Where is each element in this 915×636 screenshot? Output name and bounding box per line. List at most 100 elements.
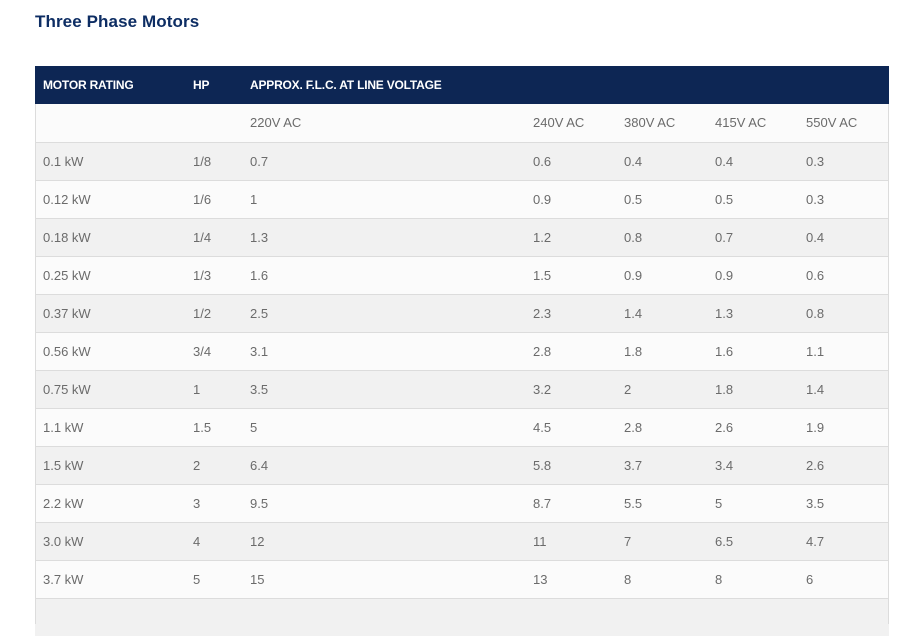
- motor-rating-cell: 3.7 kW: [35, 559, 185, 598]
- table-row: 1.5 kW 2 6.4 5.8 3.7 3.4 2.6: [35, 445, 890, 484]
- subheader-cell: [185, 104, 242, 142]
- motor-rating-cell: 0.25 kW: [35, 255, 185, 294]
- flc-240v-cell: [525, 597, 616, 636]
- flc-380v-cell: 2: [616, 369, 707, 408]
- flc-220v-cell: 1: [242, 179, 525, 218]
- table-row: 1.1 kW 1.5 5 4.5 2.8 2.6 1.9: [35, 407, 890, 446]
- table-right-border: [888, 104, 889, 624]
- flc-380v-cell: 0.4: [616, 141, 707, 180]
- flc-550v-cell: 0.6: [798, 255, 890, 294]
- flc-220v-cell: 15: [242, 559, 525, 598]
- subheader-240v: 240V AC: [533, 115, 585, 131]
- flc-380v-cell: 5.5: [616, 483, 707, 522]
- subheader-380v: 380V AC: [624, 115, 676, 131]
- flc-415v-cell: 0.5: [707, 179, 798, 218]
- flc-220v-cell: 12: [242, 521, 525, 560]
- flc-380v-cell: 0.8: [616, 217, 707, 256]
- flc-380v-cell: 0.5: [616, 179, 707, 218]
- hp-cell: 1/8: [185, 141, 242, 180]
- flc-550v-cell: 1.1: [798, 331, 890, 370]
- hp-cell: 1/6: [185, 179, 242, 218]
- flc-220v-cell: 1.6: [242, 255, 525, 294]
- flc-380v-cell: 7: [616, 521, 707, 560]
- flc-240v-cell: 3.2: [525, 369, 616, 408]
- hp-cell: 3: [185, 483, 242, 522]
- table-subheader-row: 220V AC 240V AC 380V AC 415V AC 550V AC: [35, 104, 890, 142]
- flc-220v-cell: 2.5: [242, 293, 525, 332]
- flc-550v-cell: 0.3: [798, 179, 890, 218]
- motor-rating-cell: 0.18 kW: [35, 217, 185, 256]
- table-row: [35, 597, 890, 636]
- subheader-415v: 415V AC: [715, 115, 767, 131]
- flc-550v-cell: 1.4: [798, 369, 890, 408]
- flc-240v-cell: 8.7: [525, 483, 616, 522]
- flc-415v-cell: 6.5: [707, 521, 798, 560]
- flc-550v-cell: 1.9: [798, 407, 890, 446]
- flc-550v-cell: 4.7: [798, 521, 890, 560]
- flc-240v-cell: 2.3: [525, 293, 616, 332]
- flc-380v-cell: [616, 597, 707, 636]
- flc-415v-cell: 0.7: [707, 217, 798, 256]
- flc-240v-cell: 0.6: [525, 141, 616, 180]
- hp-cell: 5: [185, 559, 242, 598]
- flc-550v-cell: 0.8: [798, 293, 890, 332]
- motor-rating-cell: 0.12 kW: [35, 179, 185, 218]
- table-row: 0.56 kW 3/4 3.1 2.8 1.8 1.6 1.1: [35, 331, 890, 370]
- header-flc: APPROX. F.L.C. AT LINE VOLTAGE: [250, 78, 442, 92]
- flc-415v-cell: 1.6: [707, 331, 798, 370]
- motor-rating-cell: 0.1 kW: [35, 141, 185, 180]
- page-title: Three Phase Motors: [35, 12, 200, 31]
- flc-415v-cell: 3.4: [707, 445, 798, 484]
- flc-240v-cell: 1.5: [525, 255, 616, 294]
- flc-415v-cell: 5: [707, 483, 798, 522]
- table-row: 0.1 kW 1/8 0.7 0.6 0.4 0.4 0.3: [35, 141, 890, 180]
- hp-cell: 1.5: [185, 407, 242, 446]
- table-row: 0.25 kW 1/3 1.6 1.5 0.9 0.9 0.6: [35, 255, 890, 294]
- flc-240v-cell: 2.8: [525, 331, 616, 370]
- flc-415v-cell: 0.4: [707, 141, 798, 180]
- motor-table-container: MOTOR RATING HP APPROX. F.L.C. AT LINE V…: [35, 66, 890, 636]
- table-header-row: MOTOR RATING HP APPROX. F.L.C. AT LINE V…: [35, 66, 890, 104]
- flc-240v-cell: 4.5: [525, 407, 616, 446]
- motor-table: MOTOR RATING HP APPROX. F.L.C. AT LINE V…: [35, 66, 890, 636]
- flc-220v-cell: 9.5: [242, 483, 525, 522]
- flc-240v-cell: 13: [525, 559, 616, 598]
- subheader-220v: 220V AC: [250, 115, 302, 131]
- hp-cell: [185, 597, 242, 636]
- flc-220v-cell: 5: [242, 407, 525, 446]
- flc-415v-cell: 2.6: [707, 407, 798, 446]
- flc-380v-cell: 1.4: [616, 293, 707, 332]
- flc-220v-cell: 0.7: [242, 141, 525, 180]
- table-row: 0.37 kW 1/2 2.5 2.3 1.4 1.3 0.8: [35, 293, 890, 332]
- flc-380v-cell: 3.7: [616, 445, 707, 484]
- header-hp: HP: [193, 78, 210, 92]
- flc-380v-cell: 2.8: [616, 407, 707, 446]
- header-motor-rating: MOTOR RATING: [43, 78, 134, 92]
- motor-rating-cell: 2.2 kW: [35, 483, 185, 522]
- hp-cell: 1/4: [185, 217, 242, 256]
- subheader-550v: 550V AC: [806, 115, 858, 131]
- flc-240v-cell: 5.8: [525, 445, 616, 484]
- table-row: 0.75 kW 1 3.5 3.2 2 1.8 1.4: [35, 369, 890, 408]
- hp-cell: 1/2: [185, 293, 242, 332]
- table-row: 3.0 kW 4 12 11 7 6.5 4.7: [35, 521, 890, 560]
- motor-rating-cell: 1.5 kW: [35, 445, 185, 484]
- flc-550v-cell: 0.3: [798, 141, 890, 180]
- flc-550v-cell: 0.4: [798, 217, 890, 256]
- hp-cell: 1: [185, 369, 242, 408]
- hp-cell: 2: [185, 445, 242, 484]
- flc-550v-cell: [798, 597, 890, 636]
- motor-rating-cell: 3.0 kW: [35, 521, 185, 560]
- motor-rating-cell: 0.75 kW: [35, 369, 185, 408]
- table-row: 0.18 kW 1/4 1.3 1.2 0.8 0.7 0.4: [35, 217, 890, 256]
- hp-cell: 3/4: [185, 331, 242, 370]
- flc-380v-cell: 0.9: [616, 255, 707, 294]
- flc-415v-cell: 1.8: [707, 369, 798, 408]
- flc-240v-cell: 0.9: [525, 179, 616, 218]
- flc-415v-cell: [707, 597, 798, 636]
- flc-240v-cell: 1.2: [525, 217, 616, 256]
- hp-cell: 4: [185, 521, 242, 560]
- motor-rating-cell: 0.37 kW: [35, 293, 185, 332]
- flc-240v-cell: 11: [525, 521, 616, 560]
- flc-220v-cell: 1.3: [242, 217, 525, 256]
